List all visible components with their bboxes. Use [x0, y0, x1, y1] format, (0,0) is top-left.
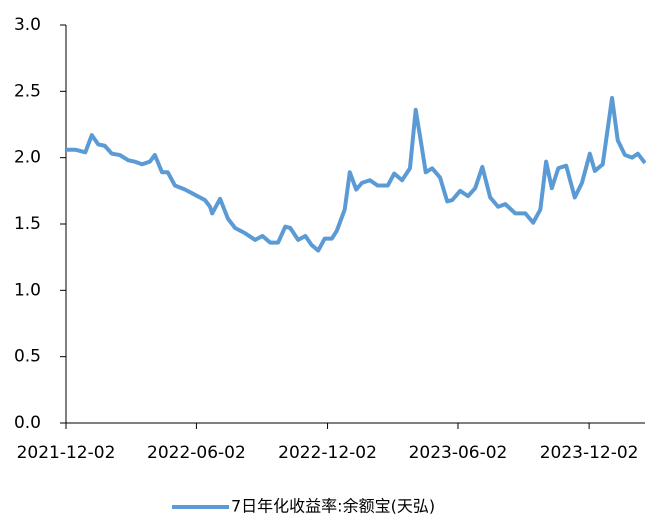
x-tick-label: 2021-12-02 [17, 443, 116, 463]
y-tick-label: 1.5 [14, 214, 41, 234]
y-tick-label: 0.0 [14, 413, 41, 433]
x-tick-label: 2023-06-02 [409, 443, 508, 463]
x-tick-label: 2023-12-02 [540, 443, 639, 463]
y-tick-label: 2.0 [14, 148, 41, 168]
y-tick-label: 1.0 [14, 280, 41, 300]
data-line [66, 95, 646, 253]
x-tick-label: 2022-06-02 [147, 443, 246, 463]
legend-label: 7日年化收益率:余额宝(天弘) [231, 497, 435, 516]
y-tick-label: 2.5 [14, 81, 41, 101]
y-tick-label: 0.5 [14, 347, 41, 367]
x-tick-label: 2022-12-02 [278, 443, 377, 463]
y-tick-label: 3.0 [14, 15, 41, 35]
